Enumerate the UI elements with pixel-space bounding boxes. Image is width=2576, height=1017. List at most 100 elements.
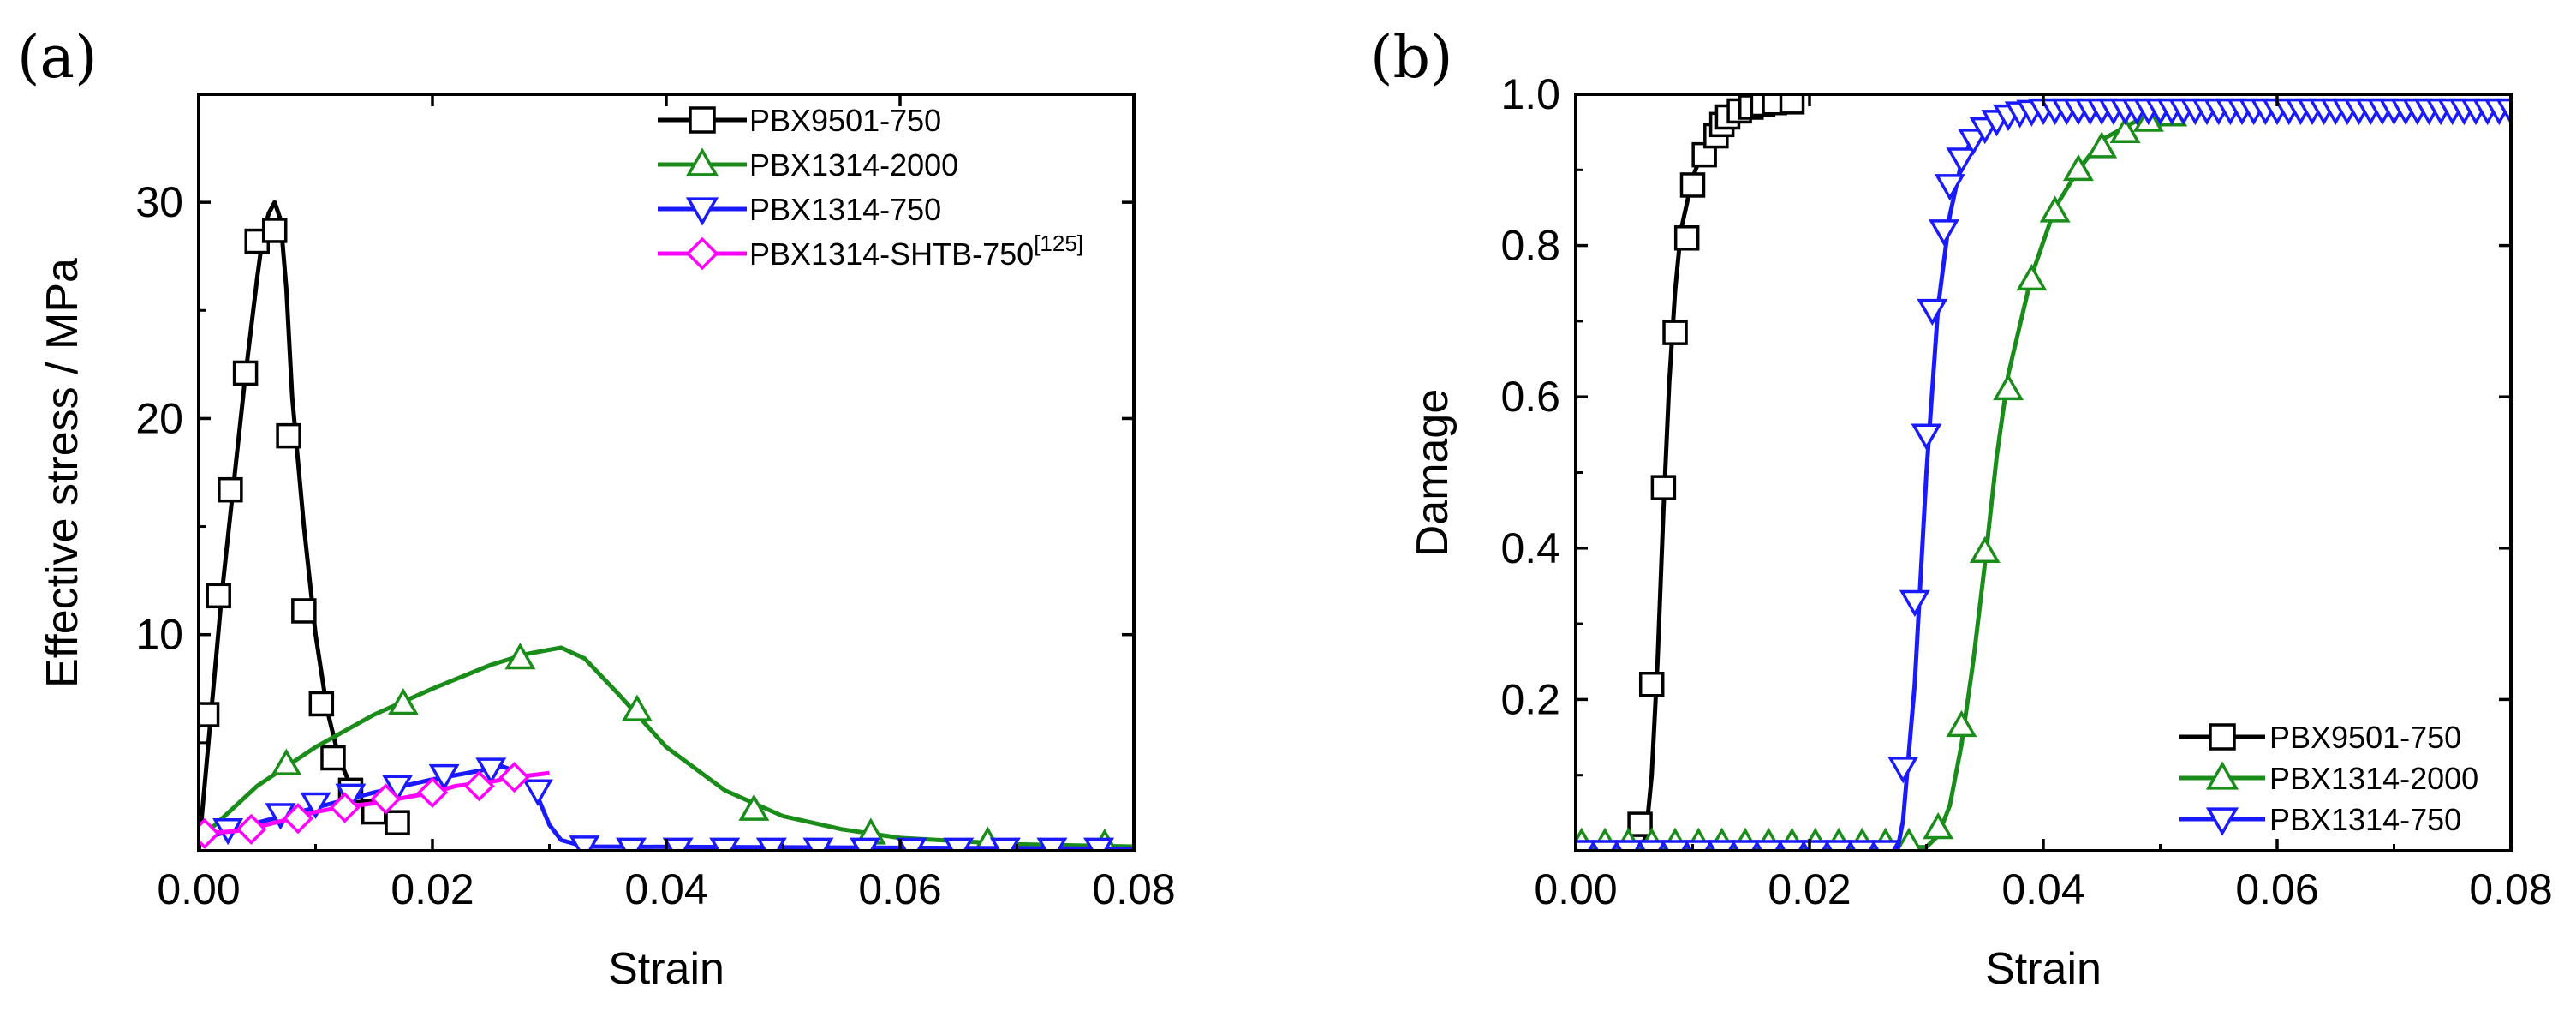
panel-a-xtick-label-1: 0.02 — [391, 865, 474, 913]
panel-b-series-pbx9501-750-point-14 — [1779, 94, 1805, 115]
panel-b-series-pbx1314-2000-point-15 — [1923, 812, 1954, 840]
panel-b-series-pbx1314-2000-point-21 — [2062, 153, 2094, 182]
panel-a-label: (a) — [17, 24, 98, 92]
panel-a-series-pbx9501-750-point-9 — [320, 745, 346, 771]
panel-a-ticks: 0.00 0.02 0.04 0.06 0.08 10 20 30 — [135, 94, 1176, 913]
panel-b-series-pbx1314-2000-point-20 — [2039, 195, 2071, 223]
panel-b-xtick-label-4: 0.08 — [2469, 865, 2552, 913]
panel-b-series-pbx1314-750-point-16 — [1911, 423, 1942, 451]
panel-a-series-pbx1314-750-point-4 — [382, 775, 414, 802]
panel-a-series-pbx1314-shtb-750-point-2 — [282, 803, 314, 835]
panel-b-series-pbx9501-750-line — [1576, 99, 1786, 851]
panel-a: (a) 0.00 0.02 0.04 0.06 0.08 10 20 30 Strain Ef… — [17, 24, 1176, 994]
panel-a-series-pbx1314-shtb-750-point-7 — [498, 762, 530, 793]
panel-a-ylabel: Effective stress / MPa — [38, 258, 87, 688]
panel-b-series-pbx9501-750-point-5 — [1679, 172, 1706, 198]
panel-b-series-pbx1314-2000-point-23 — [2109, 116, 2141, 143]
panel-a-series-pbx1314-2000-point-2 — [504, 643, 536, 670]
panel-b-ytick-label-0: 0.2 — [1500, 675, 1560, 723]
panel-a-xtick-label-0: 0.00 — [157, 865, 240, 913]
panel-b-xtick-label-3: 0.06 — [2235, 865, 2318, 913]
panel-b-series-pbx1314-750-point-11 — [1823, 840, 1855, 851]
panel-b-ylabel: Damage — [1408, 389, 1458, 558]
panel-b-series-pbx1314-750-point-20 — [1946, 147, 1977, 175]
panel-a-series-pbx9501-750-point-1 — [206, 583, 231, 609]
panel-b-series-pbx1314-750-point-1 — [1589, 840, 1621, 851]
panel-b-legend-pbx1314-750-label: PBX1314-750 — [2269, 802, 2461, 837]
panel-b-series-pbx1314-750-point-3 — [1636, 840, 1667, 851]
panel-b-series-pbx1314-2000-point-18 — [1993, 373, 2024, 401]
panel-b-series-pbx1314-750-point-8 — [1753, 840, 1785, 851]
panel-b-ytick-label-4: 1.0 — [1500, 70, 1560, 118]
panel-b-series-pbx1314-750-point-21 — [1958, 129, 1989, 156]
panel-b-series-pbx9501-750-point-1 — [1638, 671, 1665, 697]
panel-a-series-pbx1314-shtb-750-point-1 — [236, 813, 267, 845]
panel-b-series-pbx1314-750-point-4 — [1660, 840, 1690, 851]
panel-b-legend-pbx9501-750-label: PBX9501-750 — [2269, 720, 2461, 755]
panel-a-plot — [199, 200, 1134, 851]
panel-b-label: (b) — [1370, 24, 1453, 92]
panel-a-ytick-label-0: 10 — [135, 611, 183, 659]
panel-b-series-pbx1314-750-point-0 — [1576, 840, 1597, 851]
panel-a-legend-pbx9501-750-label: PBX9501-750 — [749, 103, 941, 138]
panel-a-xtick-label-3: 0.06 — [858, 865, 941, 913]
panel-b-legend-pbx1314-2000-label: PBX1314-2000 — [2269, 761, 2478, 796]
panel-b-xtick-label-0: 0.00 — [1534, 865, 1617, 913]
panel-a-series-pbx1314-shtb-750-point-4 — [370, 783, 402, 815]
panel-b-series-pbx9501-750-point-4 — [1673, 225, 1700, 251]
panel-b-series-pbx9501-750-point-2 — [1650, 475, 1677, 500]
panel-b-series-pbx1314-750-point-6 — [1706, 840, 1738, 851]
panel-a-series-pbx1314-2000-point-4 — [738, 793, 770, 821]
panel-b: (b) 0.00 0.02 0.04 0.06 0.080.20.40.60.81.0 … — [1370, 24, 2553, 994]
panel-a-legend-pbx1314-750-marker — [685, 197, 719, 226]
panel-b-series-pbx1314-750-point-9 — [1776, 840, 1808, 851]
panel-a-series-pbx1314-shtb-750-point-0 — [199, 817, 220, 849]
panel-a-series-pbx1314-750-point-8 — [569, 835, 600, 851]
panel-a-series-pbx9501-750-point-8 — [308, 691, 335, 717]
panel-b-series-pbx1314-750-point-13 — [1869, 840, 1901, 851]
panel-b-series-pbx1314-2000-point-16 — [1946, 709, 1977, 738]
panel-b-ytick-label-3: 0.8 — [1500, 222, 1560, 270]
panel-a-series-pbx1314-shtb-750-point-3 — [329, 792, 361, 823]
panel-b-legend: PBX9501-750 PBX1314-2000 PBX1314-750 — [2179, 720, 2478, 837]
panel-a-series-pbx1314-750-point-6 — [475, 757, 507, 785]
panel-b-xlabel: Strain — [1985, 944, 2102, 994]
panel-a-series-pbx1314-750-point-2 — [300, 792, 331, 819]
panel-b-ytick-label-1: 0.4 — [1500, 524, 1560, 572]
panel-b-series-pbx9501-750-point-3 — [1662, 320, 1688, 345]
panel-b-ticks: 0.00 0.02 0.04 0.06 0.08 0.2 0.4 0.6 0.8 1.0 — [1500, 70, 2552, 913]
panel-a-legend-pbx1314-2000-label: PBX1314-2000 — [749, 147, 958, 182]
panel-b-series-pbx1314-750-point-18 — [1928, 219, 1959, 247]
panel-b-series-pbx1314-750-point-67 — [2496, 98, 2511, 126]
panel-a-series-pbx9501-750-point-12 — [385, 810, 410, 835]
panel-a-series-pbx1314-shtb-750-point-5 — [416, 776, 449, 808]
panel-a-legend-pbx1314-2000-marker — [685, 147, 719, 176]
panel-b-series-pbx1314-750-point-7 — [1729, 840, 1761, 851]
panel-b-series-pbx1314-750-point-17 — [1917, 298, 1948, 326]
panel-a-series-pbx9501-750-point-3 — [232, 360, 259, 386]
panel-a-xtick-label-2: 0.04 — [624, 865, 707, 913]
panel-b-series-pbx1314-750-point-14 — [1887, 757, 1919, 784]
panel-a-legend-pbx1314-shtb-750-superscript: [125] — [1034, 230, 1083, 256]
panel-a-series-pbx1314-750-point-7 — [522, 779, 553, 806]
panel-b-series-pbx1314-750-point-2 — [1613, 840, 1644, 851]
panel-b-series-pbx1314-750-point-19 — [1934, 174, 1965, 201]
panel-b-series-pbx1314-2000-point-14 — [1895, 827, 1923, 851]
panel-a-ytick-label-2: 30 — [135, 178, 183, 226]
panel-a-series-pbx9501-750-point-5 — [261, 218, 288, 243]
panel-a-series-pbx1314-2000-point-1 — [387, 687, 419, 715]
panel-b-legend-pbx1314-750-marker — [2205, 807, 2239, 836]
panel-a-legend-pbx9501-750-marker — [689, 106, 716, 134]
panel-b-xtick-label-1: 0.02 — [1768, 865, 1851, 913]
panel-b-series-pbx9501-750-point-0 — [1627, 811, 1653, 837]
panel-b-plot — [1576, 94, 2511, 851]
panel-b-series-pbx1314-2000-point-19 — [2016, 263, 2048, 291]
panel-a-series-pbx1314-2000-line — [199, 645, 1134, 849]
panel-a-legend-pbx1314-shtb-750-marker — [685, 236, 719, 271]
panel-a-series-pbx9501-750-point-6 — [276, 422, 301, 449]
panel-b-series-pbx1314-2000-point-17 — [1969, 535, 2001, 564]
panel-a-legend-pbx1314-shtb-750-label: PBX1314-SHTB-750[125] — [749, 230, 1083, 272]
panel-a-series-pbx1314-2000-point-0 — [271, 748, 302, 775]
panel-b-xtick-label-2: 0.04 — [2001, 865, 2084, 913]
